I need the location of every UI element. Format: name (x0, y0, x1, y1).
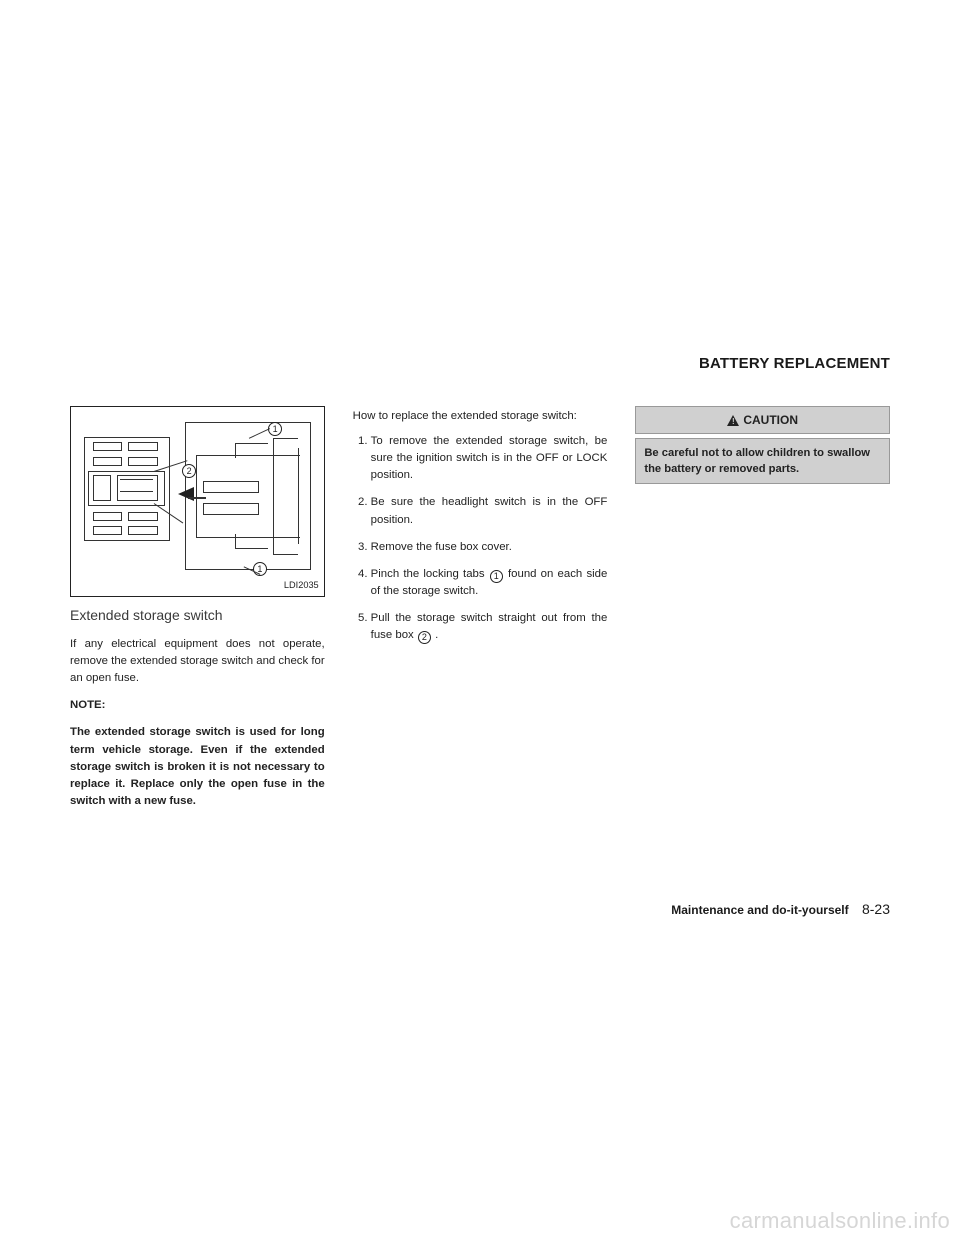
caution-header: CAUTION (635, 406, 890, 434)
pull-arrow-icon (178, 487, 194, 501)
caution-label: CAUTION (743, 411, 798, 429)
step-4: Pinch the locking tabs 1 found on each s… (371, 566, 608, 600)
section-title: BATTERY REPLACEMENT (699, 355, 890, 372)
footer-section: Maintenance and do-it-yourself (671, 903, 848, 917)
step-2: Be sure the headlight switch is in the O… (371, 494, 608, 528)
warning-icon (727, 415, 739, 426)
steps-lead: How to replace the extended storage swit… (353, 408, 608, 425)
inline-callout-2: 2 (418, 631, 431, 644)
column-3: CAUTION Be careful not to allow children… (635, 406, 890, 820)
watermark: carmanualsonline.info (730, 1208, 950, 1234)
step-5b: . (435, 629, 438, 641)
caution-text: Be careful not to allow children to swal… (635, 438, 890, 484)
detail-view (185, 422, 311, 569)
diagram: 1 2 1 LDI2035 (70, 406, 325, 597)
column-1: 1 2 1 LDI2035 Extended storage switch If… (70, 406, 325, 820)
step-3: Remove the fuse box cover. (371, 539, 608, 556)
note-body: The extended storage switch is used for … (70, 724, 325, 810)
diagram-code: LDI2035 (284, 579, 319, 593)
step-5a: Pull the storage switch straight out fro… (371, 612, 608, 641)
subheading: Extended storage switch (70, 605, 325, 626)
step-5: Pull the storage switch straight out fro… (371, 610, 608, 644)
intro-paragraph: If any electrical equipment does not ope… (70, 636, 325, 687)
inline-callout-1: 1 (490, 570, 503, 583)
page: BATTERY REPLACEMENT (0, 0, 960, 1242)
step-1: To remove the extended storage switch, b… (371, 433, 608, 484)
footer-page: 8-23 (862, 901, 890, 917)
column-2: How to replace the extended storage swit… (353, 406, 608, 820)
steps-list: To remove the extended storage switch, b… (353, 433, 608, 644)
page-footer: Maintenance and do-it-yourself 8-23 (671, 901, 890, 917)
content-columns: 1 2 1 LDI2035 Extended storage switch If… (70, 406, 890, 820)
step-4a: Pinch the locking tabs (371, 568, 485, 580)
callout-2: 2 (182, 464, 196, 478)
note-label: NOTE: (70, 697, 325, 714)
fuse-panel (84, 437, 170, 541)
